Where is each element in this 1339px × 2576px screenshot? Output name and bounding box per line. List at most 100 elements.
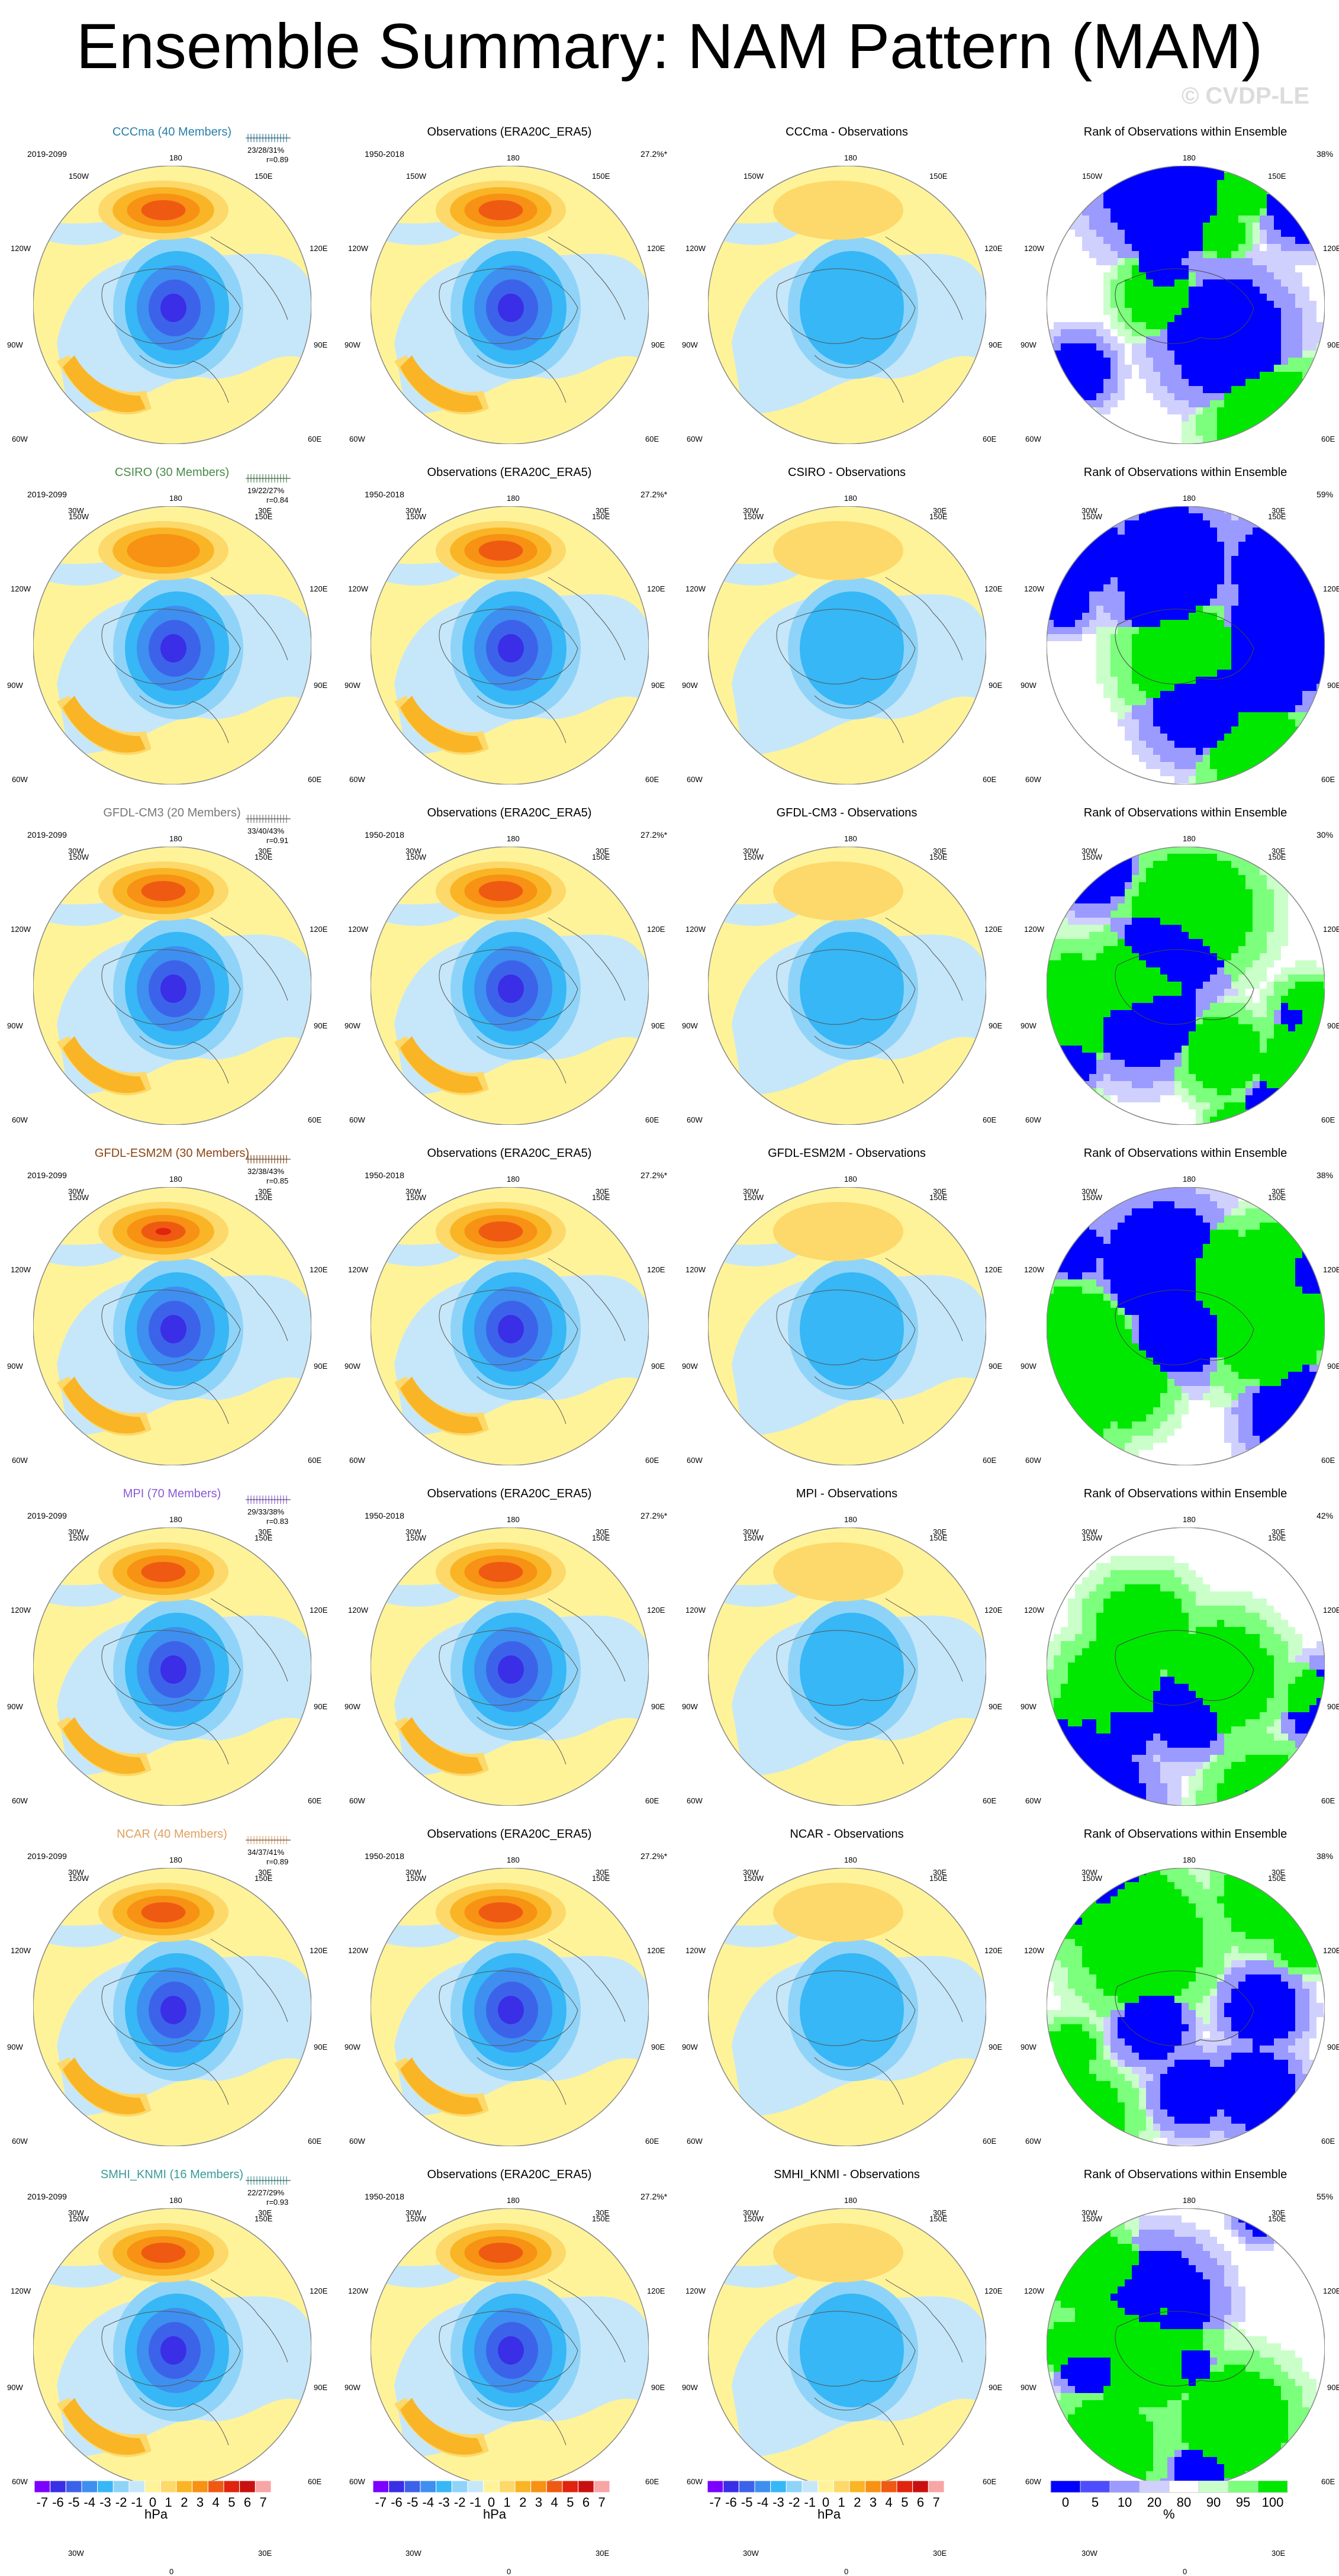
longitude-label-30e: 30E [258,2549,272,2558]
rank-field [1047,2208,1325,2487]
longitude-label-90w: 90W [345,2383,360,2392]
polar-map [371,1187,649,1465]
longitude-label-90w: 90W [7,340,23,349]
positive-contour [773,1542,903,1601]
rank-percent: 38% [1317,149,1333,159]
longitude-label-150e: 150E [592,2214,610,2223]
longitude-label-30w: 30W [68,2549,84,2558]
longitude-label-120w: 120W [348,2286,368,2295]
longitude-label-60e: 60E [983,1456,996,1465]
negative-contour [498,294,524,322]
longitude-label-120w: 120W [685,2286,706,2295]
longitude-label-180: 180 [1183,2196,1196,2205]
longitude-label-180: 180 [844,834,857,843]
colorbar-swatch [468,2481,484,2493]
longitude-label-90e: 90E [314,2383,327,2392]
colorbar-swatch [1258,2481,1288,2493]
longitude-label-60e: 60E [1321,2137,1335,2146]
polar-map [33,506,311,784]
longitude-label-150e: 150E [255,1193,272,1202]
colorbar-swatch [50,2481,66,2493]
colorbar-swatch [578,2481,594,2493]
colorbar-tick-label: 3 [535,2495,542,2510]
longitude-label-120w: 120W [11,244,31,253]
longitude-label-150e: 150E [255,172,272,181]
colorbar-tick-label: 3 [197,2495,204,2510]
longitude-label-60w: 60W [1025,1115,1041,1124]
negative-contour [160,975,186,1003]
longitude-label-120e: 120E [647,2286,665,2295]
longitude-label-120e: 120E [1323,1946,1339,1955]
longitude-label-120e: 120E [310,1606,327,1615]
polar-map [708,506,986,784]
longitude-label-150w: 150W [1082,1193,1102,1202]
longitude-label-90e: 90E [1327,2383,1339,2392]
longitude-label-30e: 30E [1272,2549,1285,2558]
colorbar-tick-label: 0 [1062,2495,1069,2510]
longitude-label-120e: 120E [310,1946,327,1955]
longitude-label-90e: 90E [1327,340,1339,349]
longitude-label-120e: 120E [984,1606,1002,1615]
longitude-label-150e: 150E [592,1533,610,1542]
longitude-label-90w: 90W [7,1021,23,1030]
longitude-label-90e: 90E [989,1021,1002,1030]
colorbar-swatch [255,2481,271,2493]
contour-field [33,847,311,1125]
rank-map [1047,506,1325,784]
rank-map [1047,2208,1325,2487]
longitude-label-90w: 90W [345,1021,360,1030]
colorbar-swatch [594,2481,610,2493]
longitude-label-90e: 90E [989,1702,1002,1711]
longitude-label-180: 180 [169,1515,182,1524]
polar-map [708,1527,986,1806]
explained-variance: 27.2%* [640,490,667,499]
longitude-label-30w: 30W [743,2549,759,2558]
longitude-label-90w: 90W [1021,2043,1037,2051]
longitude-label-150w: 150W [406,853,426,861]
polar-map [371,847,649,1125]
rank-field [1047,1187,1325,1465]
colorbar-swatch [452,2481,468,2493]
colorbar-unit: hPa [144,2507,168,2522]
longitude-label-60e: 60E [983,435,996,443]
negative-contour [498,1655,524,1684]
observations-title: Observations (ERA20C_ERA5) [342,1828,677,1841]
longitude-label-120e: 120E [647,1946,665,1955]
negative-contour [800,932,904,1046]
longitude-label-180: 180 [1183,834,1196,843]
longitude-label-60w: 60W [349,2137,365,2146]
page-title: Ensemble Summary: NAM Pattern (MAM) [0,5,1339,88]
colorbar-tick-label: 6 [917,2495,924,2510]
contour-field [33,2208,311,2487]
longitude-label-60w: 60W [12,1796,28,1805]
colorbar-tick-label: -3 [772,2495,784,2510]
colorbar-swatch [1199,2481,1228,2493]
longitude-label-90w: 90W [1021,681,1037,690]
negative-contour [800,1613,904,1726]
longitude-label-90e: 90E [989,681,1002,690]
longitude-label-120e: 120E [647,1265,665,1274]
longitude-label-150w: 150W [69,172,89,181]
contour-field [33,166,311,444]
polar-map [33,1527,311,1806]
negative-contour [800,591,904,705]
polar-map [708,166,986,444]
rank-title: Rank of Observations within Ensemble [1018,1828,1339,1841]
longitude-label-90e: 90E [651,1362,665,1371]
longitude-label-90e: 90E [989,340,1002,349]
longitude-label-150e: 150E [255,2214,272,2223]
pattern-correlation: r=0.91 [266,836,288,845]
longitude-label-150w: 150W [1082,2214,1102,2223]
period-label: 2019-2099 [27,1851,67,1861]
longitude-label-150w: 150W [743,172,764,181]
longitude-label-120w: 120W [11,1606,31,1615]
period-label: 1950-2018 [365,1511,404,1520]
longitude-label-150w: 150W [1082,1874,1102,1883]
longitude-label-150e: 150E [1268,853,1286,861]
